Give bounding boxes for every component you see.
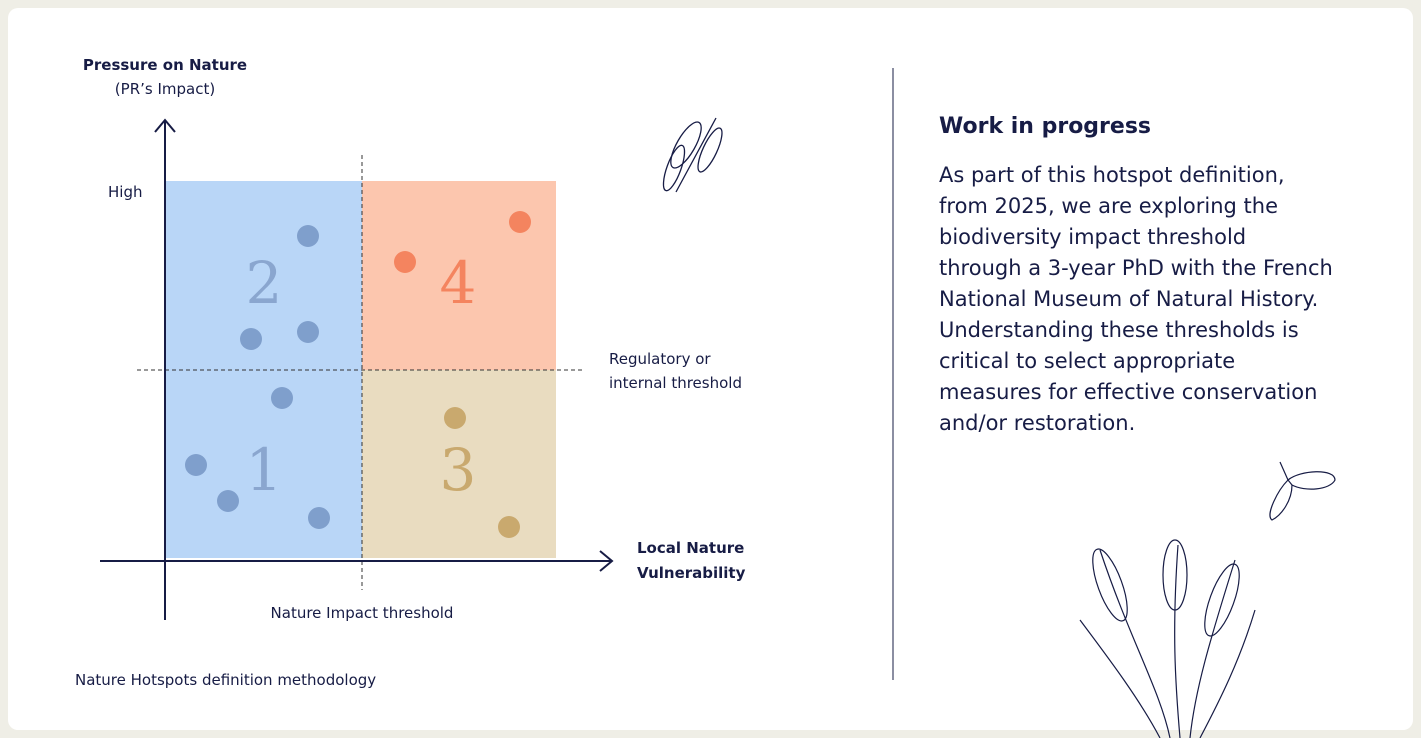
sidebar-body: As part of this hotspot definition, from… (939, 160, 1334, 439)
high-label: High (108, 183, 142, 201)
threshold-label: Regulatory or (609, 350, 711, 368)
vertical-threshold-label: Nature Impact threshold (271, 604, 454, 622)
y-axis-title: Pressure on Nature (83, 56, 247, 74)
y-axis-subtitle: (PR’s Impact) (115, 80, 215, 98)
caption: Nature Hotspots definition methodology (75, 671, 376, 689)
quadrant-label: 2 (246, 249, 283, 317)
quadrant-label: 1 (246, 436, 283, 504)
butterfly-sketch (1270, 462, 1335, 520)
sidebar-title: Work in progress (939, 114, 1151, 139)
dragonfly-sketch (659, 118, 726, 193)
x-axis-title: Local Nature (637, 539, 744, 557)
threshold-label: internal threshold (609, 374, 742, 392)
quadrant-label: 3 (440, 436, 477, 504)
page: 2 1 3 4 Pressure on Nature (PR’s Impact)… (0, 0, 1421, 738)
quadrant-label: 4 (440, 249, 477, 317)
x-axis-title: Vulnerability (637, 564, 746, 582)
wheat-sketch (1080, 540, 1255, 738)
